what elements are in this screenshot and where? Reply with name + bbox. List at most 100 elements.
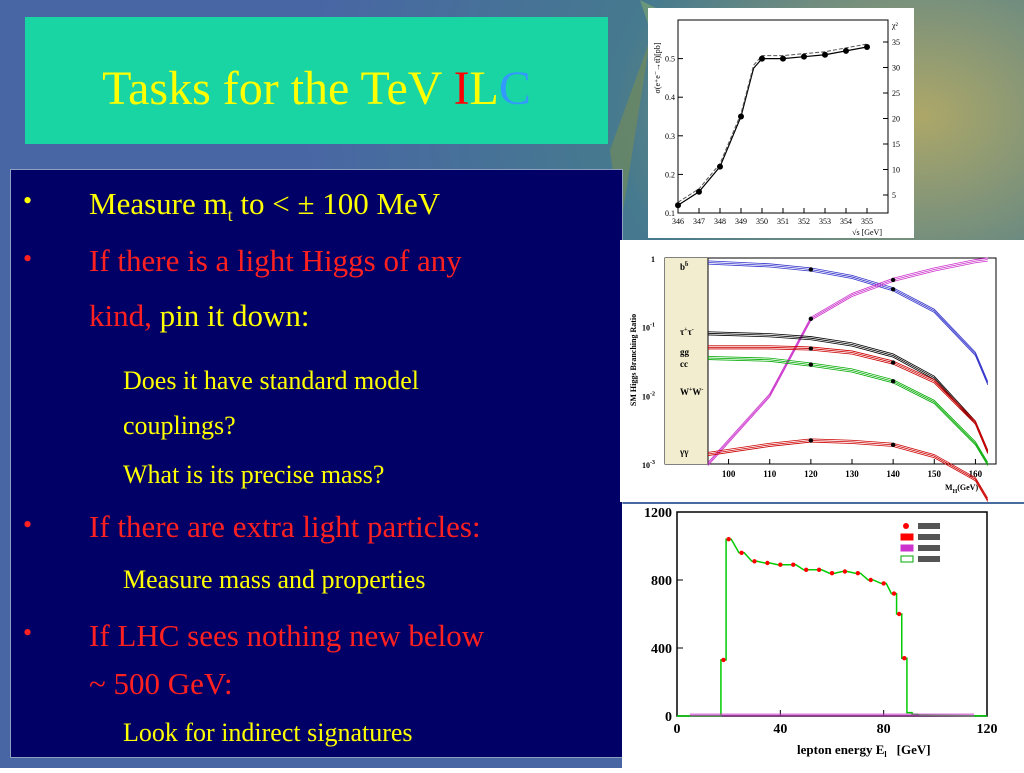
bullet-text: kind, — [89, 298, 160, 333]
sub-couplings-2: couplings? — [123, 411, 236, 440]
x-tick-label: 349 — [735, 217, 747, 226]
data-point — [675, 202, 681, 209]
threshold-scan-chart: 346 347 348 349 350 351 352 353 354 355 0.1 0.2 0.3 0… — [648, 8, 914, 238]
x-tick-label: 353 — [819, 217, 831, 226]
br-point — [808, 362, 814, 367]
br-curve — [708, 345, 989, 451]
title-letter-c: C — [498, 62, 531, 115]
y-axis-label: σ(e⁺e⁻→tt̄)[pb] — [653, 42, 662, 93]
data-point — [843, 47, 849, 54]
right-axis-label: χ² — [891, 21, 899, 30]
title-box: Tasks for the TeV ILC — [25, 17, 608, 144]
br-curve — [707, 262, 989, 384]
legend-label: cc — [680, 359, 688, 369]
x-tick-label: 110 — [763, 469, 777, 479]
histogram-point — [765, 560, 770, 566]
br-curve — [707, 441, 989, 502]
legend-part: W — [692, 387, 701, 397]
legend-label: τ+τ- — [680, 327, 694, 337]
br-curve — [707, 331, 989, 451]
bullet-text: to < ± 100 MeV — [232, 186, 441, 221]
threshold-scan-svg: 346 347 348 349 350 351 352 353 354 3550.10.20.30… — [653, 19, 900, 237]
bullet-extra-particles: If there are extra light particles: — [89, 509, 481, 544]
right-tick-label: 5 — [892, 191, 896, 200]
y-tick-label: 400 — [651, 642, 672, 657]
bullet-light-higgs-cont: kind, pin it down: — [89, 300, 309, 331]
y-axis-label: SM Higgs Branching Ratio — [629, 314, 638, 406]
legend-sup: + — [684, 327, 688, 333]
br-curve — [707, 257, 988, 463]
x-tick-label: 352 — [798, 217, 810, 226]
br-curve — [707, 438, 989, 499]
br-point — [808, 267, 814, 272]
br-curve — [708, 346, 989, 453]
x-tick-label: 350 — [756, 217, 768, 226]
x-tick-label: 150 — [928, 469, 942, 479]
legend-area — [665, 258, 708, 464]
y-tick-exponent: -2 — [650, 391, 655, 397]
background-band — [689, 713, 975, 717]
legend-sup: - — [701, 387, 703, 393]
x-axis-label: lepton energy El [GeV] — [797, 742, 931, 759]
data-point — [780, 55, 786, 62]
bullet-lhc: If LHC sees nothing new below — [89, 618, 485, 653]
sub-indirect: Look for indirect signatures — [123, 718, 413, 747]
bullet-text: pin it down: — [159, 298, 310, 333]
histogram-point — [778, 562, 783, 567]
bullet-dot: • — [23, 186, 33, 215]
y-tick-label: 0.2 — [665, 170, 675, 179]
y-tick-exponent: -3 — [650, 460, 655, 466]
histogram-point — [868, 577, 873, 583]
data-point — [696, 188, 702, 195]
right-tick-label: 30 — [892, 64, 900, 73]
br-point — [890, 277, 896, 283]
x-tick-label: 160 — [969, 469, 983, 479]
y-tick-label: 0.3 — [665, 132, 675, 141]
series-line — [677, 46, 868, 206]
x-tick-label: 130 — [845, 469, 859, 479]
slide-title: Tasks for the TeV ILC — [25, 65, 608, 113]
legend-text-blob — [918, 556, 940, 562]
x-axis-label: √s [GeV] — [852, 228, 882, 237]
y-tick-label: 10-1 — [642, 323, 655, 333]
br-curve — [707, 355, 989, 463]
data-point — [717, 163, 723, 170]
br-curve — [707, 359, 989, 466]
legend-sup: b̄ — [685, 261, 689, 268]
bullet-text: Measure m — [89, 186, 228, 221]
series-line-dashed — [677, 43, 868, 203]
y-tick-label: 1200 — [644, 506, 672, 521]
bullet-measure-mt: Measure mt to < ± 100 MeV — [89, 188, 440, 231]
right-tick-label: 35 — [892, 38, 900, 47]
legend-label: bb̄ — [680, 261, 689, 272]
higgs-br-svg: 100 110 120 130 140 150 160 1 10-1 10-2 10-3 SM Hig… — [629, 255, 997, 502]
bullet-light-higgs: If there is a light Higgs of any — [89, 243, 462, 278]
lepton-energy-chart: 0 40 80 120 0 400 800 1200 lepton energy El [GeV] — [622, 504, 1024, 768]
x-axis-label: MH(GeV) — [945, 483, 978, 495]
legend-part: τ — [688, 327, 693, 337]
legend-sup: - — [692, 327, 694, 333]
br-point — [808, 346, 814, 351]
br-curve — [707, 440, 989, 501]
histogram-point — [891, 591, 897, 596]
title-letter-i: I — [453, 62, 470, 115]
legend-label: W+W- — [680, 387, 703, 397]
x-tick-label: 80 — [877, 722, 891, 737]
br-point — [808, 316, 814, 322]
legend-marker — [903, 523, 909, 529]
bullet-dot: • — [23, 510, 33, 539]
br-curve — [707, 357, 989, 465]
x-tick-label: 346 — [672, 217, 684, 226]
data-point — [738, 113, 744, 120]
legend-label: γγ — [679, 447, 689, 457]
x-tick-label: 354 — [840, 217, 852, 226]
right-tick-label: 15 — [892, 140, 900, 149]
legend-label: gg — [680, 347, 690, 357]
histogram-point — [855, 571, 861, 576]
x-axis-sub: H — [953, 489, 958, 495]
data-point — [759, 55, 765, 62]
legend-marker — [900, 533, 914, 541]
x-axis-unit: [GeV] — [897, 742, 931, 757]
title-letter-l: L — [469, 62, 499, 115]
